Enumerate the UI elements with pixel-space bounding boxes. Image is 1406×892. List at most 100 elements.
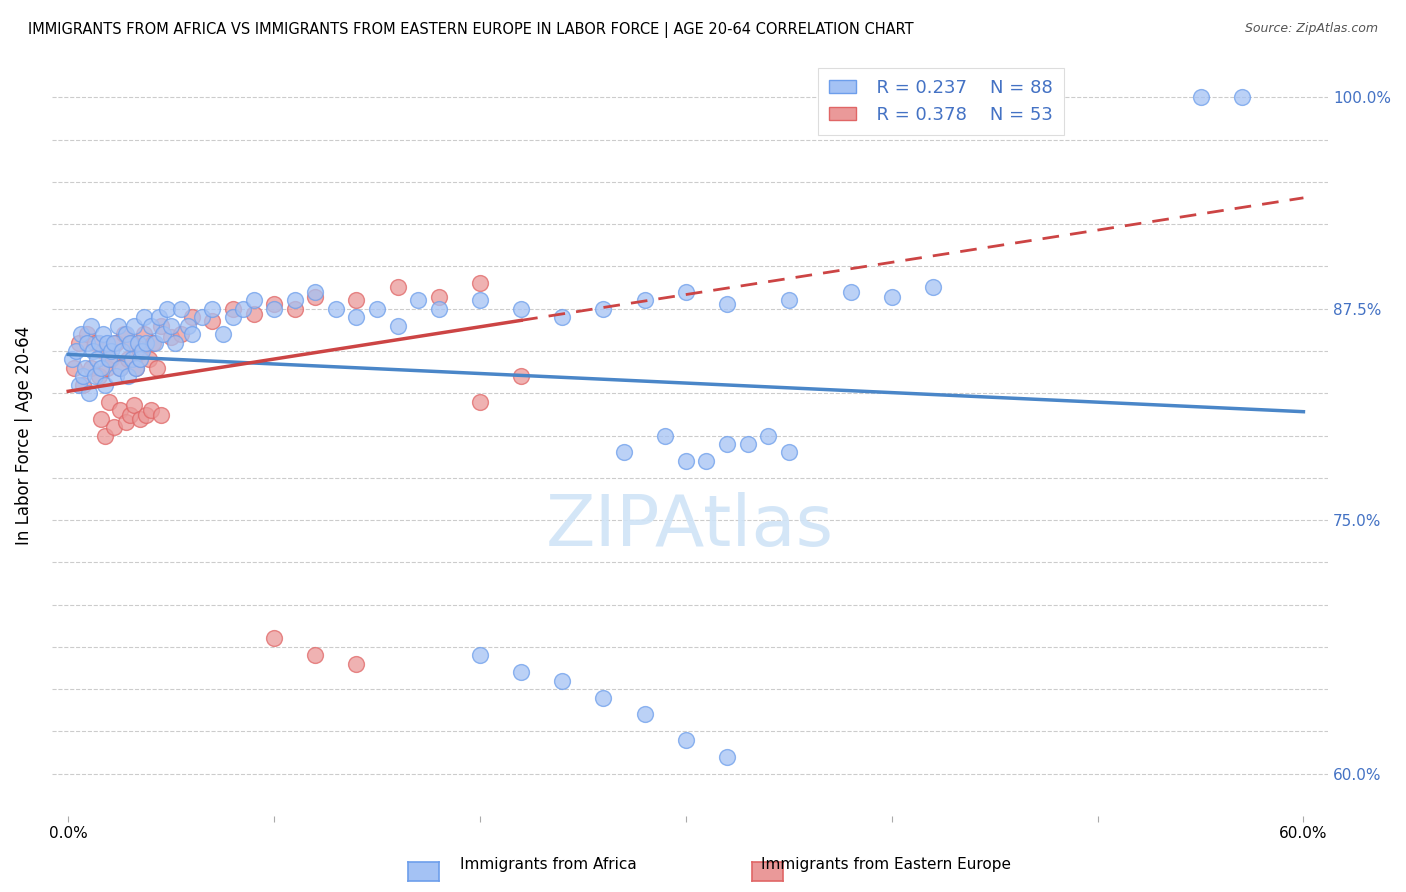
Text: ZIPAtlas: ZIPAtlas (546, 492, 834, 561)
Point (427, 290, 450, 304)
Point (222, 310, 245, 325)
Point (127, 335, 149, 350)
Point (121, 335, 143, 350)
Point (839, 90, 862, 104)
Point (201, 313, 224, 327)
Point (86, 352, 108, 367)
Point (778, 445, 800, 459)
Point (304, 285, 326, 299)
Point (96, 360, 118, 375)
Point (91, 327, 114, 342)
Point (76, 327, 98, 342)
Point (149, 318, 172, 333)
Point (65, 343, 87, 358)
Point (346, 657, 368, 671)
Point (72, 369, 94, 384)
Point (468, 293, 491, 308)
Point (160, 318, 183, 333)
Point (67, 377, 90, 392)
Point (90, 411, 112, 425)
Text: Immigrants from Africa: Immigrants from Africa (460, 857, 637, 872)
Point (134, 327, 156, 342)
Point (145, 360, 167, 375)
Point (180, 327, 202, 342)
Point (406, 293, 429, 308)
Point (84, 335, 107, 350)
Point (143, 335, 166, 350)
Point (613, 445, 636, 459)
Point (346, 293, 368, 308)
Point (510, 369, 533, 384)
Point (737, 437, 759, 451)
Point (112, 327, 135, 342)
Point (156, 301, 179, 316)
Point (118, 335, 141, 350)
Point (468, 648, 491, 663)
Point (180, 310, 202, 325)
Point (387, 279, 409, 293)
Point (118, 409, 141, 423)
Point (756, 428, 779, 442)
Point (695, 454, 717, 468)
Point (675, 732, 697, 747)
Text: Immigrants from Eastern Europe: Immigrants from Eastern Europe (761, 857, 1011, 872)
Point (592, 690, 614, 705)
Point (67, 335, 90, 350)
Point (104, 335, 127, 350)
Point (139, 403, 162, 417)
Point (551, 673, 574, 688)
Point (1230, 90, 1253, 104)
Point (131, 343, 153, 358)
Point (242, 293, 264, 308)
Point (80, 360, 103, 375)
Point (510, 301, 533, 316)
Legend:   R = 0.237    N = 88,   R = 0.378    N = 53: R = 0.237 N = 88, R = 0.378 N = 53 (818, 68, 1064, 135)
Point (100, 343, 122, 358)
Point (149, 409, 172, 423)
Point (121, 352, 143, 367)
Point (211, 327, 233, 342)
Point (921, 279, 943, 293)
Point (778, 293, 800, 308)
Point (634, 293, 657, 308)
Point (654, 428, 676, 442)
Point (135, 409, 157, 423)
Point (125, 360, 148, 375)
Point (98, 394, 121, 409)
Point (839, 285, 862, 299)
Point (76, 335, 98, 350)
Point (170, 327, 193, 342)
Point (72, 377, 94, 392)
Point (346, 310, 368, 325)
Point (96, 335, 118, 350)
Point (510, 665, 533, 680)
Point (63, 360, 86, 375)
Point (129, 352, 152, 367)
Point (104, 369, 127, 384)
Point (263, 301, 285, 316)
Point (108, 360, 131, 375)
Point (134, 310, 156, 325)
Point (139, 318, 162, 333)
Point (108, 360, 131, 375)
Point (366, 301, 388, 316)
Point (263, 632, 285, 646)
Point (427, 301, 450, 316)
Point (138, 352, 160, 367)
Point (100, 352, 122, 367)
Point (176, 318, 198, 333)
Point (108, 403, 131, 417)
Point (304, 648, 326, 663)
Point (191, 310, 214, 325)
Point (82, 343, 104, 358)
Point (170, 301, 193, 316)
Y-axis label: In Labor Force | Age 20-64: In Labor Force | Age 20-64 (15, 326, 32, 545)
Point (1189, 90, 1212, 104)
Point (232, 301, 254, 316)
Point (73, 360, 96, 375)
Point (468, 394, 491, 409)
Point (148, 310, 170, 325)
Point (111, 343, 134, 358)
Point (675, 454, 697, 468)
Point (98, 352, 121, 367)
